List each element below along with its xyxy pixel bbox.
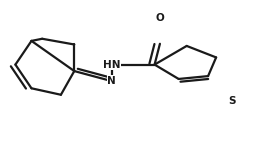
Text: N: N [107, 76, 116, 86]
Text: HN: HN [103, 60, 121, 70]
Text: S: S [228, 96, 236, 106]
Text: O: O [155, 13, 164, 23]
